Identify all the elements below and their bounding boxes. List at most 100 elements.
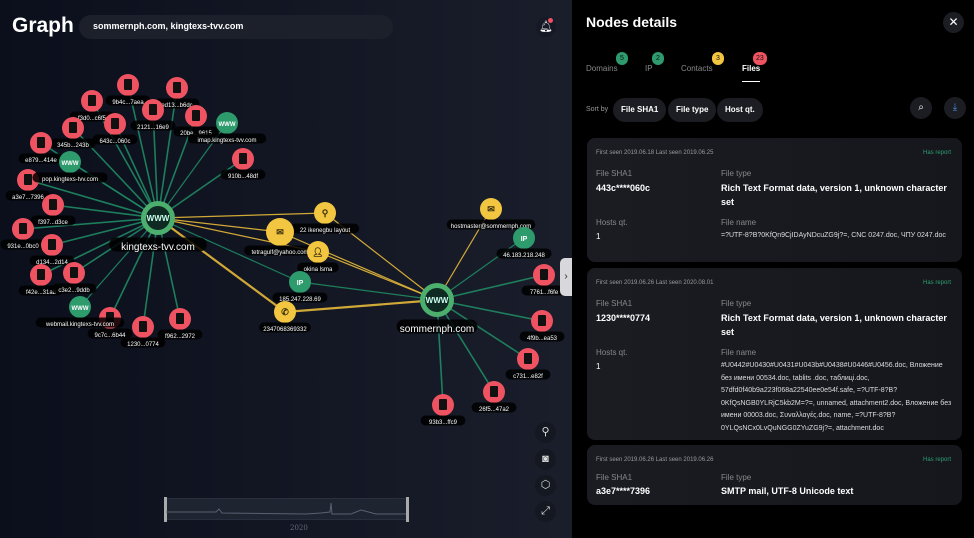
svg-text:c731...e82f: c731...e82f <box>513 374 543 380</box>
edge <box>157 158 244 219</box>
bell-icon: 🔔︎ <box>539 21 553 33</box>
svg-text:9c7c...6b44: 9c7c...6b44 <box>94 333 126 339</box>
node-label: c731...e82f <box>505 369 551 380</box>
3d-view-button[interactable]: ⬡ <box>535 475 556 496</box>
has-report-link[interactable]: Has report <box>922 457 951 463</box>
type-label: File type <box>721 169 752 178</box>
phone-icon: ✆ <box>281 307 289 317</box>
svg-text:f962...2972: f962...2972 <box>165 334 196 340</box>
download-icon: ⤓ <box>952 102 958 113</box>
sha-value: 1230****0774 <box>596 313 651 323</box>
map-pin-icon: ⚲ <box>541 426 550 438</box>
domain-hub-node[interactable]: WWW <box>141 201 175 235</box>
screenshot-button[interactable]: ◙ <box>535 449 556 470</box>
search-icon: ⌕ <box>918 102 924 113</box>
svg-text:2121...16e9: 2121...16e9 <box>137 125 169 131</box>
node-label: 26f5...47a2 <box>471 402 517 413</box>
file-node[interactable] <box>30 264 52 286</box>
file-icon <box>149 104 157 115</box>
edge <box>436 299 529 360</box>
timeline-slider[interactable] <box>164 497 409 522</box>
edge <box>436 237 525 301</box>
graph-network[interactable]: 9b4c...7aea ed13...b6dc f3d0...c6f5 2121...… <box>0 0 572 538</box>
search-button[interactable]: ⌕ <box>910 97 932 119</box>
svg-text:tetragulf@yahoo.com: tetragulf@yahoo.com <box>251 250 308 256</box>
domain-icon: WWW <box>72 306 89 312</box>
timeline-handle-end[interactable] <box>406 497 409 522</box>
file-node[interactable] <box>41 234 63 256</box>
ip-node[interactable]: IP <box>289 271 311 293</box>
email-node[interactable]: ✉ <box>480 198 502 220</box>
download-button[interactable]: ⤓ <box>944 97 966 119</box>
tab-files[interactable]: Files <box>742 64 761 82</box>
file-node[interactable] <box>533 264 555 286</box>
node-label: imap.kingtexs-tvv.com <box>187 133 267 144</box>
sort-file-sha1-button[interactable]: File SHA1 <box>613 98 667 122</box>
location-tool-button[interactable]: ⚲ <box>535 422 556 443</box>
tab-ip[interactable]: IP <box>645 64 653 73</box>
search-input[interactable]: sommernph.com, kingtexs-tvv.com <box>79 15 393 39</box>
node-label: 2121...16e9 <box>130 120 176 131</box>
notifications-button[interactable]: 🔔︎ <box>536 17 556 37</box>
sort-file-type-button[interactable]: File type <box>668 98 717 122</box>
file-card[interactable]: First seen 2019.06.18 Last seen 2019.06.… <box>587 138 962 262</box>
svg-text:imap.kingtexs-tvv.com: imap.kingtexs-tvv.com <box>198 138 257 144</box>
file-node[interactable] <box>531 310 553 332</box>
edge <box>436 274 545 301</box>
file-node[interactable] <box>62 117 84 139</box>
node-label: okina lsma <box>297 262 339 273</box>
file-node[interactable] <box>169 308 191 330</box>
node-label: a3e7...7396 <box>5 190 51 201</box>
graph-canvas[interactable]: Graph sommernph.com, kingtexs-tvv.com 🔔︎… <box>0 0 572 538</box>
file-node[interactable] <box>63 262 85 284</box>
location-icon: ⚲ <box>322 208 329 218</box>
file-icon <box>37 137 45 148</box>
file-card[interactable]: First seen 2019.06.26 Last seen 2020.08.… <box>587 268 962 440</box>
svg-text:e879...414e: e879...414e <box>25 158 57 164</box>
tab-contacts[interactable]: Contacts <box>681 64 713 73</box>
has-report-link[interactable]: Has report <box>922 280 951 286</box>
type-label: File type <box>721 299 752 308</box>
file-node[interactable] <box>117 74 139 96</box>
type-label: File type <box>721 473 752 482</box>
file-node[interactable] <box>104 113 126 135</box>
file-node[interactable] <box>42 194 64 216</box>
file-node[interactable] <box>81 90 103 112</box>
node-label: f3d0...c6f5 <box>69 111 115 122</box>
file-node[interactable] <box>30 132 52 154</box>
file-node[interactable] <box>185 105 207 127</box>
file-node[interactable] <box>142 99 164 121</box>
email-icon: ✉ <box>276 227 284 237</box>
file-node[interactable] <box>232 148 254 170</box>
tab-domains[interactable]: Domains <box>586 64 618 73</box>
domain-hub-node[interactable]: WWW <box>420 283 454 317</box>
domain-node[interactable]: WWW <box>59 151 81 173</box>
svg-text:f397...d3ce: f397...d3ce <box>38 220 68 226</box>
email-node[interactable]: ✉ <box>266 218 294 246</box>
phone-node[interactable]: ✆ <box>274 301 296 323</box>
close-button[interactable]: ✕ <box>943 12 964 33</box>
file-node[interactable] <box>483 381 505 403</box>
has-report-link[interactable]: Has report <box>922 150 951 156</box>
edge <box>299 281 438 301</box>
www-icon: WWW <box>147 214 170 223</box>
edge <box>69 161 159 219</box>
sort-host-qt-button[interactable]: Host qt. <box>717 98 763 122</box>
ip-node[interactable]: IP <box>513 227 535 249</box>
name-node[interactable]: 👤︎ <box>307 241 329 263</box>
svg-text:f3d0...c6f5: f3d0...c6f5 <box>78 116 107 122</box>
domain-node[interactable]: WWW <box>216 112 238 134</box>
timeline-handle-start[interactable] <box>164 497 167 522</box>
file-node[interactable] <box>517 348 539 370</box>
edge <box>127 84 159 219</box>
file-node[interactable] <box>432 394 454 416</box>
file-node[interactable] <box>12 218 34 240</box>
svg-text:ed13...b6dc: ed13...b6dc <box>161 103 192 109</box>
location-node[interactable]: ⚲ <box>314 202 336 224</box>
file-node[interactable] <box>132 316 154 338</box>
collapse-panel-button[interactable]: › <box>560 258 572 296</box>
file-node[interactable] <box>166 77 188 99</box>
domain-node[interactable]: WWW <box>69 296 91 318</box>
file-card[interactable]: First seen 2019.06.26 Last seen 2019.06.… <box>587 445 962 505</box>
fullscreen-button[interactable]: ⤢ <box>535 501 556 522</box>
